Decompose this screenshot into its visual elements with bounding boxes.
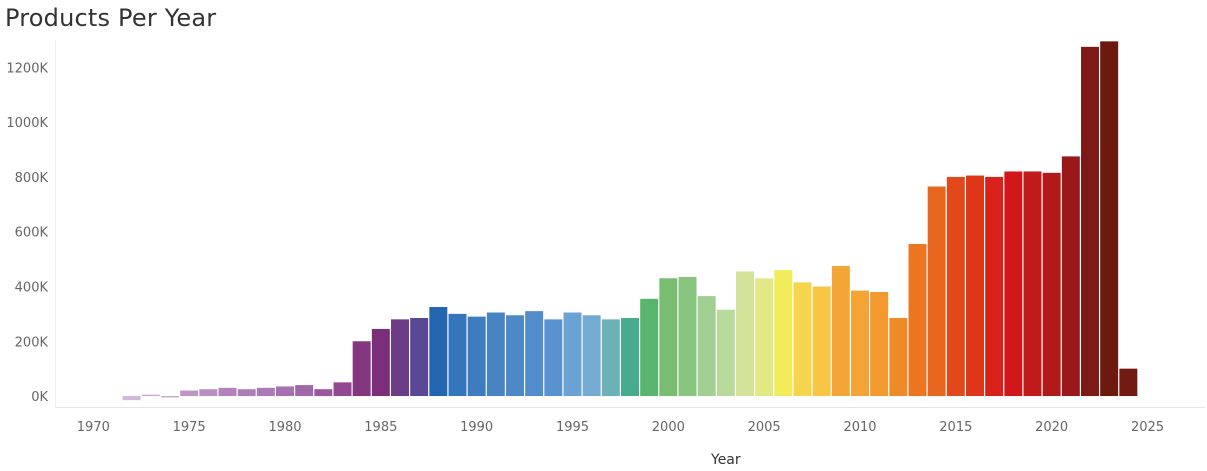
bar-1982[interactable] bbox=[314, 389, 333, 397]
bar-2014[interactable] bbox=[927, 186, 946, 397]
bar-1977[interactable] bbox=[218, 387, 237, 397]
bar-1990[interactable] bbox=[467, 316, 486, 397]
x-tick-label: 1985 bbox=[364, 420, 397, 435]
bar-2005[interactable] bbox=[755, 278, 774, 397]
bar-1996[interactable] bbox=[582, 315, 601, 397]
x-tick-label: 1995 bbox=[556, 420, 589, 435]
x-tick-label: 2020 bbox=[1035, 420, 1068, 435]
bar-1986[interactable] bbox=[391, 319, 409, 397]
bar-1987[interactable] bbox=[410, 317, 429, 397]
x-axis-label[interactable]: Year bbox=[710, 452, 741, 468]
x-tick-label: 1970 bbox=[77, 420, 110, 435]
bar-1993[interactable] bbox=[525, 311, 544, 397]
bar-2023[interactable] bbox=[1100, 41, 1119, 397]
y-tick-label: 600K bbox=[15, 226, 49, 241]
bar-1979[interactable] bbox=[256, 387, 275, 397]
x-axis-ticks: 1970 1975 1980 1985 1990 1995 2000 2005 2010 2015… bbox=[77, 420, 1164, 435]
bar-1988[interactable] bbox=[429, 307, 448, 397]
y-tick-label: 1200K bbox=[6, 61, 48, 76]
x-tick-label: 2000 bbox=[652, 420, 685, 435]
bar-2019[interactable] bbox=[1023, 171, 1042, 397]
bar-1976[interactable] bbox=[199, 389, 218, 397]
bar-1972[interactable] bbox=[122, 396, 141, 401]
x-tick-label: 2010 bbox=[843, 420, 876, 435]
bar-1998[interactable] bbox=[621, 317, 639, 397]
bar-2004[interactable] bbox=[736, 271, 754, 397]
y-tick-label: 200K bbox=[15, 335, 49, 350]
bar-2022[interactable] bbox=[1081, 46, 1099, 397]
bar-2000[interactable] bbox=[659, 278, 678, 397]
x-tick-label: 1975 bbox=[173, 420, 206, 435]
y-tick-label: 1000K bbox=[6, 116, 48, 131]
y-axis-ticks: 0K 200K 400K 600K 800K 1000K 1200K bbox=[6, 61, 48, 405]
bar-2007[interactable] bbox=[793, 282, 812, 397]
x-tick-label: 1980 bbox=[268, 420, 301, 435]
bar-1995[interactable] bbox=[563, 312, 582, 397]
bar-2017[interactable] bbox=[985, 176, 1004, 397]
x-tick-label: 2015 bbox=[939, 420, 972, 435]
bar-2012[interactable] bbox=[889, 317, 908, 397]
bar-1983[interactable] bbox=[333, 382, 352, 397]
bars-group bbox=[122, 41, 1138, 401]
chart-title: Products Per Year bbox=[5, 4, 217, 32]
bar-1973[interactable] bbox=[141, 394, 160, 397]
bar-1994[interactable] bbox=[544, 319, 563, 397]
bar-1989[interactable] bbox=[448, 313, 467, 397]
bar-1985[interactable] bbox=[371, 328, 390, 397]
bar-1984[interactable] bbox=[352, 341, 371, 397]
bar-2010[interactable] bbox=[851, 290, 869, 397]
bar-2018[interactable] bbox=[1004, 171, 1023, 397]
bar-2008[interactable] bbox=[812, 286, 831, 397]
bar-2013[interactable] bbox=[908, 244, 927, 397]
bar-2011[interactable] bbox=[870, 291, 889, 397]
y-tick-label: 800K bbox=[15, 171, 49, 186]
bar-1997[interactable] bbox=[601, 319, 620, 397]
bar-2009[interactable] bbox=[831, 265, 850, 397]
x-tick-label: 2005 bbox=[748, 420, 781, 435]
bar-1991[interactable] bbox=[486, 312, 505, 397]
bar-2021[interactable] bbox=[1061, 156, 1080, 397]
bar-2006[interactable] bbox=[774, 270, 793, 397]
bar-1978[interactable] bbox=[237, 389, 256, 397]
bar-1974[interactable] bbox=[161, 396, 179, 398]
bar-2016[interactable] bbox=[966, 175, 984, 397]
bar-2015[interactable] bbox=[946, 176, 965, 397]
bar-1992[interactable] bbox=[506, 315, 524, 397]
bar-1975[interactable] bbox=[180, 390, 199, 397]
bar-1981[interactable] bbox=[295, 385, 314, 397]
y-tick-label: 0K bbox=[31, 390, 48, 405]
bar-2003[interactable] bbox=[716, 309, 735, 397]
x-tick-label: 1990 bbox=[460, 420, 493, 435]
bar-2001[interactable] bbox=[678, 276, 697, 397]
bar-2024[interactable] bbox=[1119, 368, 1138, 397]
bar-2020[interactable] bbox=[1042, 172, 1061, 397]
bar-2002[interactable] bbox=[697, 296, 716, 397]
bar-1999[interactable] bbox=[640, 298, 659, 397]
y-tick-label: 400K bbox=[15, 280, 49, 295]
x-tick-label: 2025 bbox=[1131, 420, 1164, 435]
bar-1980[interactable] bbox=[276, 386, 294, 397]
